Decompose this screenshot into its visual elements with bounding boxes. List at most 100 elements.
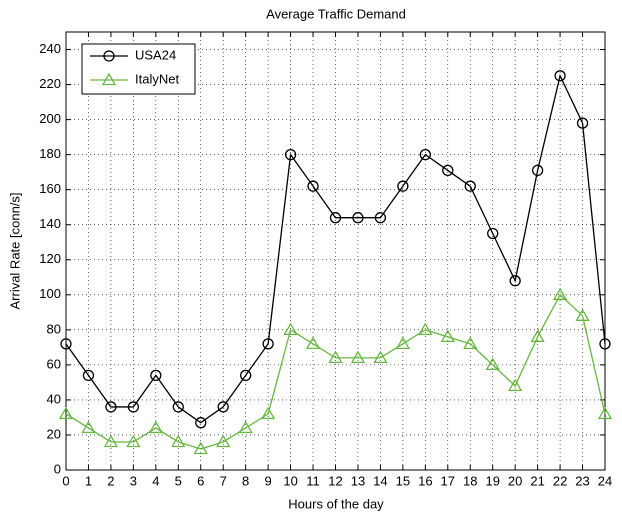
y-tick-label: 80 xyxy=(47,321,61,336)
marker xyxy=(552,287,568,300)
marker xyxy=(374,212,387,224)
x-tick-label: 2 xyxy=(107,473,114,488)
marker xyxy=(485,357,500,371)
marker xyxy=(487,227,499,240)
marker xyxy=(126,434,141,448)
marker xyxy=(463,336,478,350)
plot-frame xyxy=(65,31,606,471)
x-tick-label: 12 xyxy=(328,473,342,488)
marker xyxy=(397,180,409,192)
marker xyxy=(101,72,117,86)
x-tick-label: 19 xyxy=(485,473,499,488)
marker xyxy=(103,434,119,448)
marker xyxy=(575,308,590,321)
x-tick-label: 20 xyxy=(508,473,522,488)
marker xyxy=(284,148,297,161)
x-tick-label: 24 xyxy=(598,473,612,488)
y-tick-label: 140 xyxy=(39,216,61,231)
x-tick-label: 18 xyxy=(463,473,477,488)
marker xyxy=(261,406,276,420)
x-tick-label: 10 xyxy=(283,473,297,488)
x-tick-label: 14 xyxy=(373,473,387,488)
x-tick-label: 8 xyxy=(242,473,249,488)
marker xyxy=(195,417,207,429)
marker xyxy=(576,117,589,129)
marker xyxy=(418,322,433,335)
marker xyxy=(216,434,231,448)
marker xyxy=(148,420,163,434)
marker xyxy=(127,401,140,413)
marker xyxy=(329,212,342,224)
y-tick-label: 100 xyxy=(39,286,61,301)
plot-area xyxy=(66,32,605,470)
y-tick-label: 240 xyxy=(39,41,61,56)
y-axis-label: Arrival Rate [conn/s] xyxy=(7,192,22,309)
x-tick-label: 15 xyxy=(396,473,410,488)
y-tick-label: 160 xyxy=(39,181,61,196)
y-tick-label: 220 xyxy=(39,76,61,91)
series-line xyxy=(65,293,606,450)
marker xyxy=(373,350,388,364)
legend-label: ItalyNet xyxy=(135,71,179,86)
x-tick-label: 16 xyxy=(418,473,432,488)
x-tick-label: 9 xyxy=(265,473,272,488)
marker xyxy=(328,350,343,364)
x-tick-label: 1 xyxy=(85,473,92,488)
marker xyxy=(350,350,366,364)
marker xyxy=(82,369,95,382)
marker xyxy=(81,420,96,434)
x-tick-label: 5 xyxy=(175,473,182,488)
marker xyxy=(262,338,274,350)
marker xyxy=(305,336,321,350)
marker xyxy=(530,329,545,342)
marker xyxy=(307,180,319,192)
marker xyxy=(554,70,566,82)
x-tick-label: 22 xyxy=(553,473,567,488)
x-tick-label: 6 xyxy=(197,473,204,488)
series-line xyxy=(65,73,606,424)
marker xyxy=(150,369,162,382)
marker xyxy=(240,369,252,382)
chart-title: Average Traffic Demand xyxy=(266,6,406,21)
marker xyxy=(283,322,298,335)
marker xyxy=(597,406,613,420)
marker xyxy=(442,164,454,177)
marker xyxy=(105,401,117,413)
marker xyxy=(509,275,521,287)
marker xyxy=(171,434,186,448)
marker xyxy=(60,338,72,350)
x-tick-label: 13 xyxy=(351,473,365,488)
marker xyxy=(531,164,544,177)
x-tick-label: 17 xyxy=(441,473,455,488)
marker xyxy=(193,441,208,455)
marker xyxy=(238,420,253,434)
y-tick-label: 120 xyxy=(39,251,61,266)
y-tick-label: 20 xyxy=(47,426,61,441)
marker xyxy=(58,406,74,420)
marker xyxy=(217,401,229,413)
x-tick-label: 0 xyxy=(62,473,69,488)
marker xyxy=(395,336,410,350)
x-tick-label: 23 xyxy=(575,473,589,488)
y-tick-label: 40 xyxy=(47,391,61,406)
y-tick-label: 180 xyxy=(39,146,61,161)
y-tick-label: 60 xyxy=(47,356,61,371)
marker xyxy=(103,50,115,62)
marker xyxy=(352,212,364,224)
x-tick-label: 21 xyxy=(530,473,544,488)
y-tick-label: 0 xyxy=(54,461,61,476)
marker xyxy=(419,148,431,161)
x-axis-label: Hours of the day xyxy=(288,496,384,511)
marker xyxy=(599,338,611,350)
marker xyxy=(464,180,476,192)
marker xyxy=(172,401,184,413)
marker xyxy=(440,329,455,342)
legend-box xyxy=(81,43,196,95)
marker xyxy=(508,378,523,392)
legend-label: USA24 xyxy=(135,47,176,62)
x-tick-label: 11 xyxy=(306,473,320,488)
x-tick-label: 7 xyxy=(220,473,227,488)
x-tick-label: 3 xyxy=(130,473,137,488)
x-tick-label: 4 xyxy=(152,473,159,488)
